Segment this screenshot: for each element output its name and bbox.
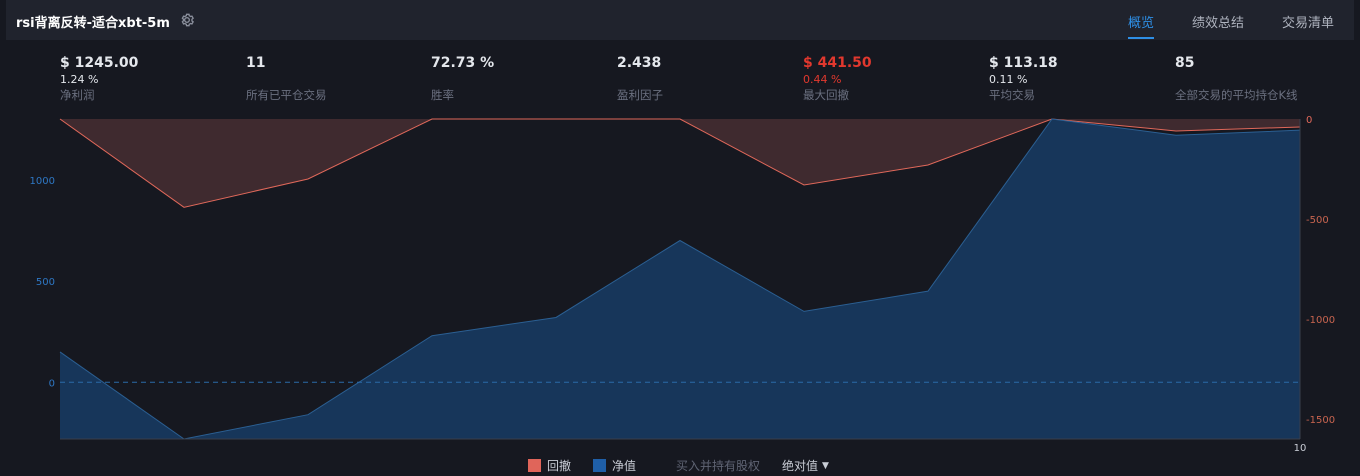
drawdown-line xyxy=(59,118,1301,208)
right-axis-tick-label: -1500 xyxy=(1306,415,1335,426)
legend-equity-label: 净值 xyxy=(612,459,637,473)
stat-max-drawdown: $ 441.50 0.44 % 最大回撤 xyxy=(803,54,872,103)
strategy-title: rsi背离反转-适合xbt-5m xyxy=(16,16,170,31)
legend-drawdown[interactable]: 回撤 xyxy=(528,457,571,474)
gear-icon[interactable] xyxy=(179,12,195,28)
x-axis-tick-label: 10 xyxy=(1294,443,1307,454)
value-mode-dropdown[interactable]: 绝对值 ▼ xyxy=(782,457,829,474)
stat-value: $ 1245.00 xyxy=(60,55,139,71)
stat-closed-trades: 11 所有已平仓交易 xyxy=(246,54,327,103)
stat-avg-trade: $ 113.18 0.11 % 平均交易 xyxy=(989,54,1058,103)
legend-equity[interactable]: 净值 xyxy=(593,457,636,474)
stat-value: 72.73 % xyxy=(431,55,495,71)
stat-value: $ 113.18 xyxy=(989,55,1058,71)
stat-label: 净利润 xyxy=(60,88,95,102)
top-bar: rsi背离反转-适合xbt-5m 概览 绩效总结 交易清单 xyxy=(6,0,1354,40)
equity-line xyxy=(59,118,1301,440)
legend-equity-swatch xyxy=(593,459,606,472)
legend-buy-hold[interactable]: 买入并持有股权 xyxy=(676,457,760,474)
stat-profit-factor: 2.438 盈利因子 xyxy=(617,54,663,103)
left-axis-tick-label: 1000 xyxy=(30,176,55,187)
right-axis-tick-label: -1000 xyxy=(1306,315,1335,326)
equity-area xyxy=(60,119,1300,439)
tab-overview-underline xyxy=(1128,37,1154,39)
stat-value: 11 xyxy=(246,55,266,71)
stat-label: 盈利因子 xyxy=(617,88,663,102)
left-axis-tick-label: 0 xyxy=(49,378,55,389)
tab-overview[interactable]: 概览 xyxy=(1128,16,1155,31)
stat-label: 全部交易的平均持仓K线 xyxy=(1175,88,1298,102)
tab-trade-list[interactable]: 交易清单 xyxy=(1282,16,1335,31)
right-axis-tick-label: 0 xyxy=(1306,115,1312,126)
stat-label: 胜率 xyxy=(431,88,454,102)
stat-net-profit: $ 1245.00 1.24 % 净利润 xyxy=(60,54,138,103)
equity-drawdown-chart: 0 500 1000 0 -500 -1000 -1500 10 xyxy=(30,115,1336,454)
legend-buy-hold-label: 买入并持有股权 xyxy=(676,459,761,473)
stat-value: $ 441.50 xyxy=(803,55,872,71)
stat-value: 2.438 xyxy=(617,55,662,71)
right-axis-tick-label: -500 xyxy=(1306,215,1329,226)
stat-percent: 0.44 % xyxy=(803,73,842,86)
tab-performance-summary[interactable]: 绩效总结 xyxy=(1192,16,1245,31)
stat-percent: 1.24 % xyxy=(60,73,99,86)
left-axis-tick-label: 500 xyxy=(36,277,55,288)
stat-avg-bars: 85 全部交易的平均持仓K线 xyxy=(1175,54,1308,103)
stat-win-rate: 72.73 % 胜率 xyxy=(431,54,494,103)
legend-drawdown-label: 回撤 xyxy=(547,459,572,473)
stat-label: 所有已平仓交易 xyxy=(246,88,327,102)
chevron-down-icon: ▼ xyxy=(822,460,829,471)
stat-label: 平均交易 xyxy=(989,88,1035,102)
drawdown-area xyxy=(60,119,1300,208)
value-mode-label: 绝对值 xyxy=(782,459,819,473)
stat-percent: 0.11 % xyxy=(989,73,1028,86)
legend-drawdown-swatch xyxy=(528,459,541,472)
stat-label: 最大回撤 xyxy=(803,88,849,102)
stat-value: 85 xyxy=(1175,55,1195,71)
